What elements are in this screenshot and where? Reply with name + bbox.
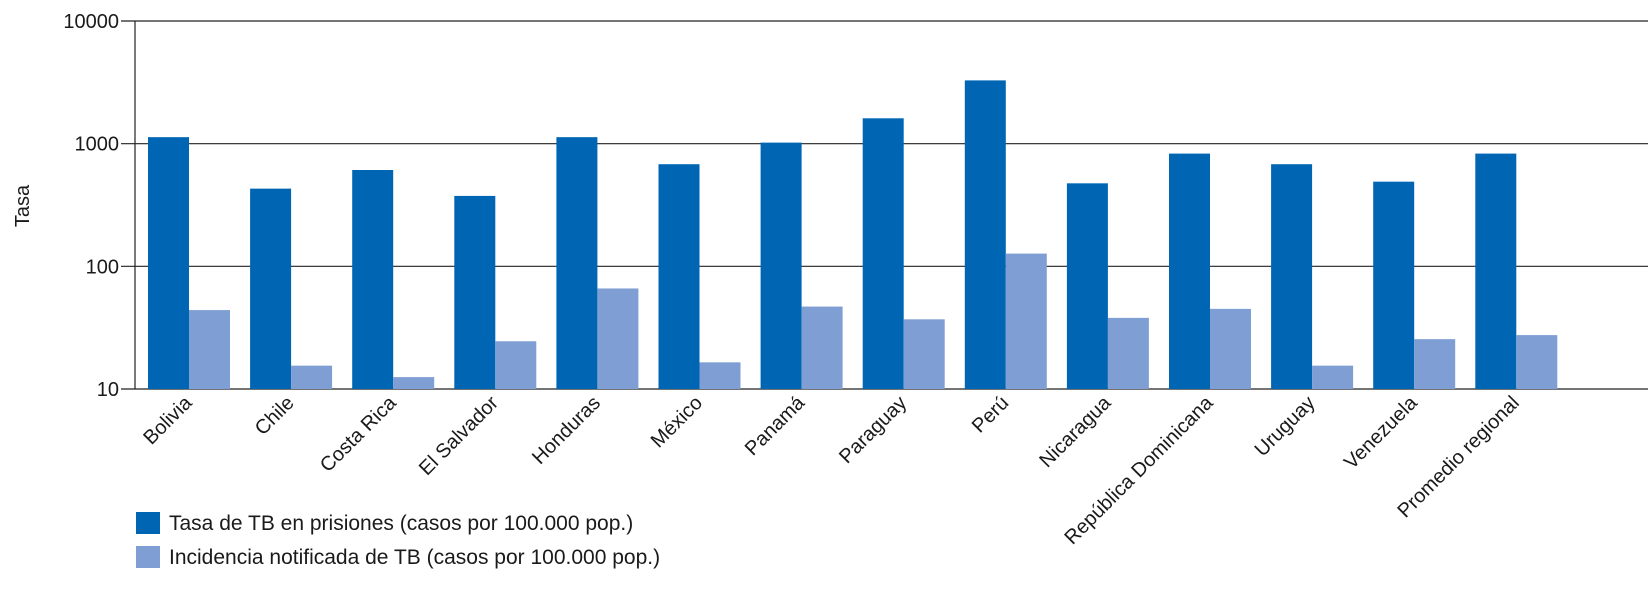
y-axis-title: Tasa: [12, 184, 34, 227]
bar-prison-rate: [556, 137, 598, 389]
bar-prison-rate: [964, 80, 1006, 389]
legend-label: Incidencia notificada de TB (casos por 1…: [169, 546, 660, 569]
bar-prison-rate: [352, 169, 394, 389]
bar-prison-rate: [1066, 183, 1108, 389]
x-category-label: Perú: [968, 392, 1013, 437]
bar-notified-incidence: [1107, 317, 1149, 389]
bar-notified-incidence: [597, 288, 639, 389]
bar-prison-rate: [1373, 181, 1415, 389]
y-tick-label: 10000: [63, 11, 119, 33]
bar-prison-rate: [148, 137, 189, 389]
y-tick-label: 1000: [75, 134, 120, 156]
bar-notified-incidence: [189, 310, 230, 389]
bar-notified-incidence: [699, 362, 741, 389]
bar-notified-incidence: [1005, 253, 1047, 389]
legend-swatch-prison-rate: [136, 512, 160, 534]
y-tick-label: 10: [97, 379, 119, 401]
legend-label: Tasa de TB en prisiones (casos por 100.0…: [169, 512, 633, 535]
x-category-label: Honduras: [528, 392, 605, 469]
bar-prison-rate: [1169, 153, 1210, 389]
x-category-label: Uruguay: [1251, 392, 1320, 461]
bar-prison-rate: [862, 118, 904, 390]
bar-notified-incidence: [1210, 308, 1251, 389]
bar-prison-rate: [454, 195, 496, 389]
legend-swatch-notified-incidence: [136, 546, 160, 568]
bar-notified-incidence: [903, 319, 945, 389]
bar-notified-incidence: [393, 377, 435, 389]
bar-notified-incidence: [1414, 339, 1456, 389]
bar-notified-incidence: [495, 341, 537, 389]
x-category-label: Chile: [251, 392, 299, 440]
x-category-label: Nicaragua: [1035, 391, 1116, 472]
x-category-label: Bolivia: [139, 391, 197, 449]
x-category-label: Paraguay: [835, 392, 911, 468]
y-tick-label: 100: [86, 256, 119, 278]
x-category-label: Panamá: [741, 391, 810, 460]
x-category-label: El Salvador: [415, 392, 503, 480]
bar-prison-rate: [250, 188, 292, 389]
bar-notified-incidence: [1516, 335, 1558, 389]
bar-prison-rate: [1475, 153, 1517, 389]
x-category-label: México: [647, 392, 707, 452]
bar-prison-rate: [658, 164, 700, 389]
bar-notified-incidence: [291, 365, 333, 389]
x-category-label: Costa Rica: [316, 391, 401, 476]
bar-prison-rate: [1271, 164, 1313, 389]
bar-notified-incidence: [1312, 365, 1354, 389]
x-category-label: Venezuela: [1340, 391, 1422, 473]
bar-prison-rate: [760, 142, 802, 389]
bar-notified-incidence: [801, 306, 843, 389]
